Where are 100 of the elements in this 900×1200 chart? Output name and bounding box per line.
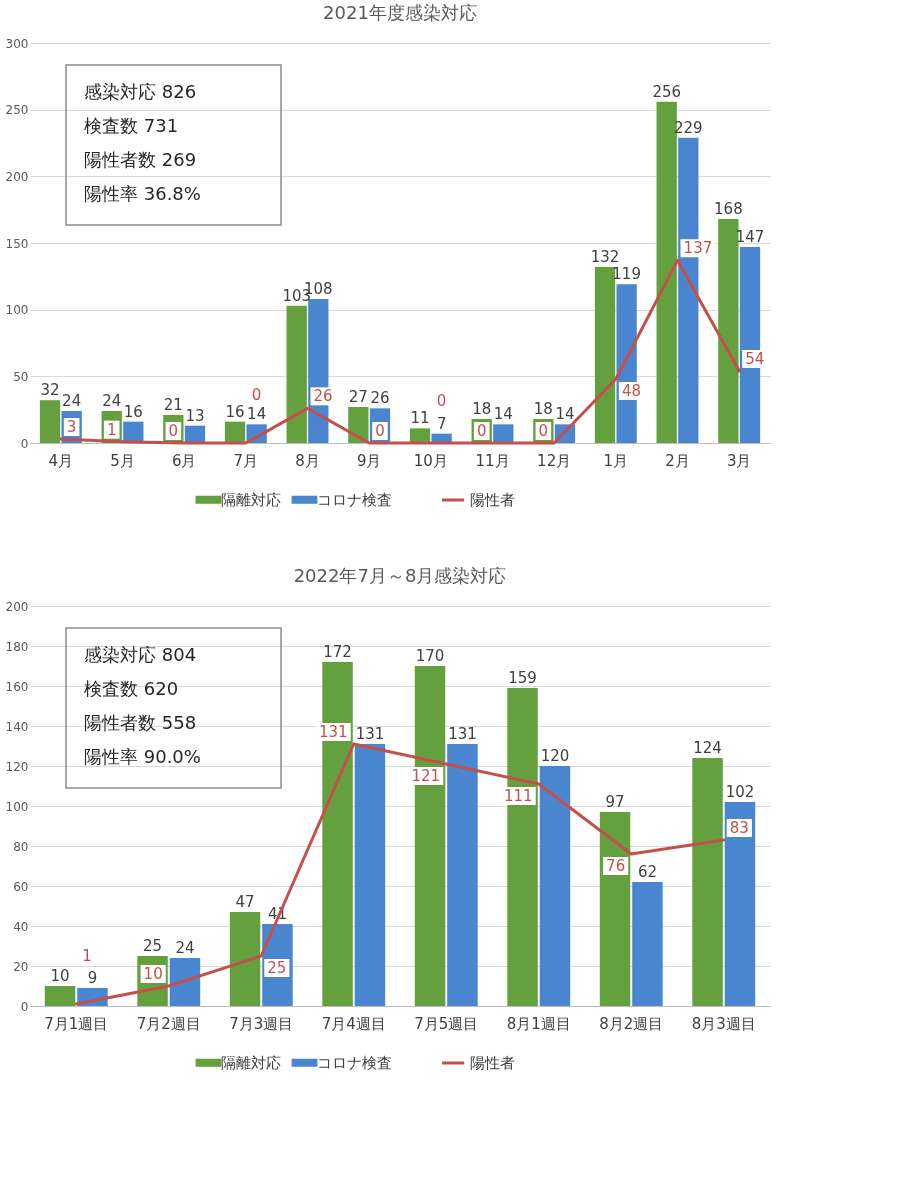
- data-label: 11: [410, 409, 430, 428]
- data-label: 120: [540, 747, 570, 765]
- y-tick-label: 20: [13, 959, 29, 974]
- x-tick-label: 4月: [48, 451, 74, 470]
- data-label: 124: [693, 739, 722, 757]
- annotation: 検査数 620: [84, 678, 179, 699]
- y-tick-label: 150: [5, 236, 29, 251]
- x-tick-label: 8月1週目: [506, 1014, 571, 1033]
- data-label: 26: [313, 387, 333, 406]
- annotation: 陽性者数 269: [84, 149, 197, 170]
- data-label: 24: [175, 939, 195, 957]
- y-tick-label: 250: [5, 103, 29, 118]
- legend-label: コロナ検査: [317, 490, 392, 509]
- y-tick-label: 120: [5, 759, 29, 774]
- annotation: 検査数 731: [84, 115, 179, 136]
- data-label: 159: [508, 669, 537, 687]
- bar: [414, 666, 446, 1006]
- data-label: 21: [163, 396, 183, 414]
- y-tick-label: 40: [13, 919, 29, 934]
- bar: [224, 421, 246, 443]
- annotation: 陽性率 36.8%: [84, 183, 201, 204]
- data-label: 111: [504, 787, 533, 805]
- data-label: 27: [348, 388, 368, 406]
- data-label: 137: [683, 239, 713, 258]
- data-label: 131: [448, 725, 477, 743]
- data-label: 10: [143, 965, 163, 983]
- data-label: 48: [621, 382, 641, 400]
- data-label: 168: [714, 200, 743, 218]
- data-label: 18: [533, 400, 553, 418]
- x-tick-label: 10月: [413, 451, 448, 470]
- chart-title: 2022年7月～8月感染対応: [293, 565, 507, 586]
- annotation: 陽性者数 558: [84, 712, 197, 733]
- y-tick-label: 200: [5, 599, 29, 614]
- data-label: 0: [476, 422, 487, 440]
- y-tick-label: 140: [5, 719, 29, 734]
- data-label: 25: [142, 937, 163, 955]
- data-label: 24: [62, 392, 82, 410]
- annotation: 感染対応 826: [84, 81, 197, 102]
- bar: [409, 428, 431, 443]
- bar: [39, 400, 61, 443]
- y-tick-label: 0: [20, 999, 29, 1014]
- line-series: [74, 742, 726, 1006]
- bar: [724, 802, 756, 1006]
- y-tick-label: 100: [5, 799, 29, 814]
- x-tick-label: 7月: [233, 451, 259, 470]
- data-label: 18: [472, 400, 492, 418]
- data-label: 54: [745, 350, 765, 368]
- y-tick-label: 0: [20, 436, 29, 451]
- data-label: 0: [375, 422, 385, 440]
- x-tick-label: 7月5週目: [414, 1014, 479, 1033]
- bar: [447, 744, 478, 1006]
- y-tick-label: 300: [5, 36, 29, 51]
- x-tick-label: 6月: [171, 451, 197, 470]
- data-label: 24: [102, 392, 122, 410]
- data-label: 97: [605, 793, 625, 811]
- x-tick-label: 8月2週目: [599, 1014, 664, 1033]
- bar: [594, 267, 616, 443]
- x-tick-label: 12月: [537, 451, 572, 470]
- data-label: 13: [185, 406, 205, 425]
- x-tick-label: 8月3週目: [691, 1014, 756, 1033]
- bar: [507, 688, 538, 1006]
- x-tick-label: 7月1週目: [44, 1014, 109, 1033]
- data-label: 0: [538, 422, 549, 440]
- data-label: 62: [637, 863, 658, 881]
- x-tick-label: 8月: [295, 451, 320, 470]
- data-label: 131: [355, 725, 385, 743]
- bar: [539, 766, 571, 1006]
- x-tick-label: 7月2週目: [136, 1014, 201, 1033]
- data-label: 121: [411, 767, 441, 785]
- x-tick-label: 7月4週目: [321, 1014, 386, 1033]
- data-label: 0: [251, 386, 262, 404]
- annotation: 陽性率 90.0%: [84, 746, 201, 767]
- y-tick-label: 80: [13, 839, 29, 854]
- legend-label: 陽性者: [470, 491, 515, 509]
- x-tick-label: 1月: [603, 451, 629, 470]
- legend-label: 隔離対応: [221, 1053, 281, 1072]
- chart-title: 2021年度感染対応: [323, 2, 477, 23]
- bar: [354, 744, 386, 1006]
- y-tick-label: 160: [5, 679, 29, 694]
- data-label: 83: [729, 819, 749, 837]
- data-label: 16: [225, 402, 245, 421]
- data-label: 0: [168, 422, 179, 440]
- data-label: 76: [606, 857, 626, 875]
- x-tick-label: 7月3週目: [229, 1014, 294, 1033]
- data-label: 25: [267, 959, 287, 977]
- y-tick-label: 100: [5, 303, 29, 318]
- x-tick-label: 5月: [110, 451, 135, 470]
- legend-label: 陽性者: [470, 1054, 515, 1072]
- bar: [184, 425, 206, 443]
- bar: [348, 407, 369, 443]
- data-label: 1: [106, 420, 117, 439]
- data-label: 0: [436, 392, 447, 410]
- bar: [632, 882, 663, 1006]
- data-label: 14: [493, 405, 513, 424]
- bar: [322, 662, 353, 1006]
- data-label: 9: [87, 969, 98, 987]
- data-label: 132: [590, 248, 620, 266]
- x-tick-label: 9月: [356, 451, 382, 470]
- data-label: 32: [40, 381, 60, 400]
- data-label: 10: [50, 967, 70, 985]
